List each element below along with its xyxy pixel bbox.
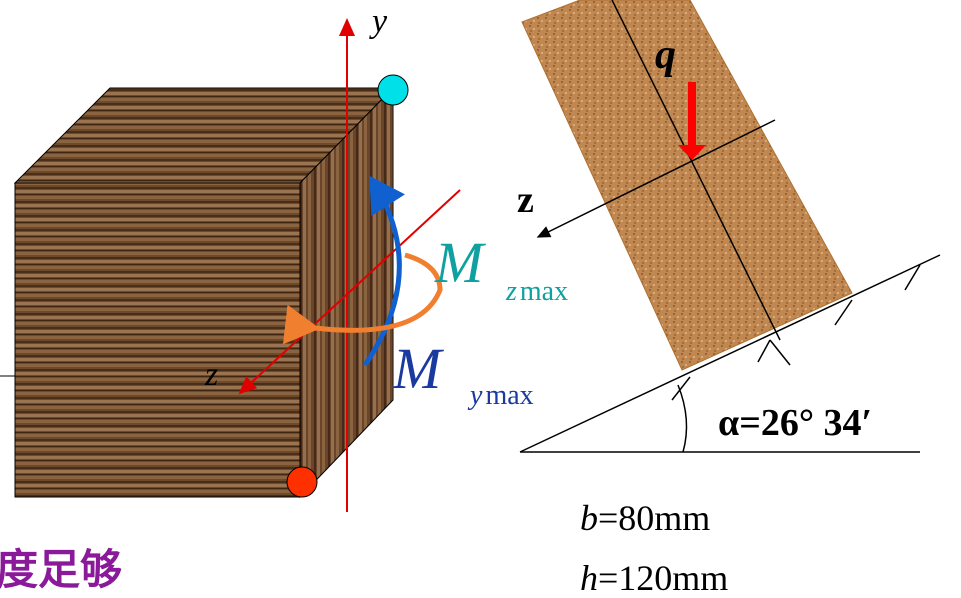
caption: 度足够: [0, 545, 122, 594]
axis-label: z: [517, 179, 534, 221]
wood-cube: [0, 88, 393, 497]
dimension: h=120mm: [580, 558, 728, 598]
corner-point: [287, 467, 317, 497]
subscript-text: max: [485, 380, 533, 411]
dimension-value: =80mm: [598, 498, 710, 538]
beam: [522, 0, 852, 370]
dimension-value: =120mm: [598, 558, 728, 598]
axis-label: y: [369, 3, 388, 40]
corner-point: [378, 75, 408, 105]
subscript-var: z: [505, 276, 517, 307]
dimension: b=80mm: [580, 498, 710, 538]
moment-label: M: [434, 230, 486, 295]
dimension-symbol: h: [580, 558, 598, 598]
axis-label: z: [204, 356, 218, 393]
load-label: q: [655, 32, 676, 78]
subscript-var: y: [467, 380, 483, 411]
moment-label: M: [392, 336, 444, 401]
angle-label: α=26° 34′: [718, 402, 872, 444]
slide: y z M zmax M ymax q z α=26° 34′ b=80mm h…: [0, 0, 961, 598]
dimension-symbol: b: [580, 498, 598, 538]
subscript-text: max: [520, 276, 568, 307]
